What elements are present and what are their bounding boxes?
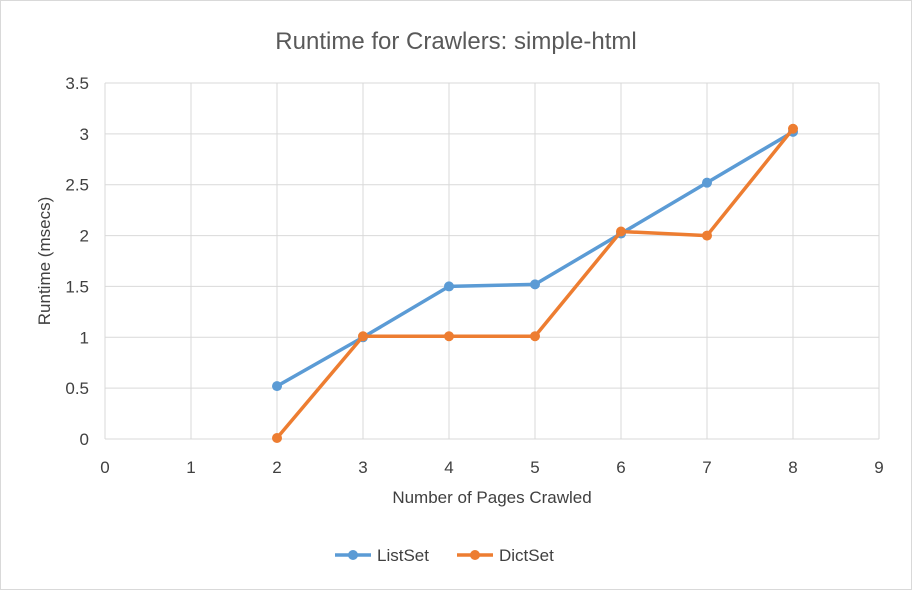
x-tick-label: 8 <box>788 458 797 477</box>
y-tick-label: 0.5 <box>65 379 89 398</box>
x-tick-label: 5 <box>530 458 539 477</box>
y-tick-label: 1 <box>80 328 89 347</box>
data-point <box>702 177 712 188</box>
legend-label: ListSet <box>377 546 429 565</box>
data-point <box>444 331 454 342</box>
x-tick-label: 3 <box>358 458 367 477</box>
legend: ListSet DictSet <box>335 546 554 565</box>
data-point <box>788 123 798 134</box>
y-tick-label: 2.5 <box>65 176 89 195</box>
legend-item-listset: ListSet <box>335 546 429 565</box>
y-axis-label: Runtime (msecs) <box>35 197 54 325</box>
tick-labels: 0 0.5 1 1.5 2 2.5 3 3.5 0 1 2 3 4 5 6 7 8 9 <box>65 74 883 477</box>
data-point <box>616 226 626 237</box>
x-tick-label: 7 <box>702 458 711 477</box>
x-tick-label: 6 <box>616 458 625 477</box>
x-tick-label: 0 <box>100 458 109 477</box>
data-point <box>530 279 540 290</box>
x-tick-label: 2 <box>272 458 281 477</box>
legend-marker <box>348 550 358 560</box>
legend-item-dictset: DictSet <box>457 546 554 565</box>
y-tick-label: 3.5 <box>65 74 89 93</box>
data-point <box>444 281 454 292</box>
chart-title: Runtime for Crawlers: simple-html <box>275 28 636 55</box>
y-tick-label: 1.5 <box>65 277 89 296</box>
legend-marker <box>470 550 480 560</box>
series-dictset <box>272 123 798 443</box>
data-point <box>272 381 282 392</box>
y-tick-label: 2 <box>80 227 89 246</box>
x-axis-label: Number of Pages Crawled <box>392 488 591 507</box>
series <box>272 123 798 443</box>
x-tick-label: 4 <box>444 458 453 477</box>
y-tick-label: 3 <box>80 125 89 144</box>
x-tick-label: 9 <box>874 458 883 477</box>
data-point <box>358 331 368 342</box>
data-point <box>272 432 282 443</box>
data-point <box>702 230 712 241</box>
y-tick-label: 0 <box>80 430 89 449</box>
data-point <box>530 331 540 342</box>
legend-label: DictSet <box>499 546 554 565</box>
gridlines <box>104 82 880 440</box>
x-tick-label: 1 <box>186 458 195 477</box>
